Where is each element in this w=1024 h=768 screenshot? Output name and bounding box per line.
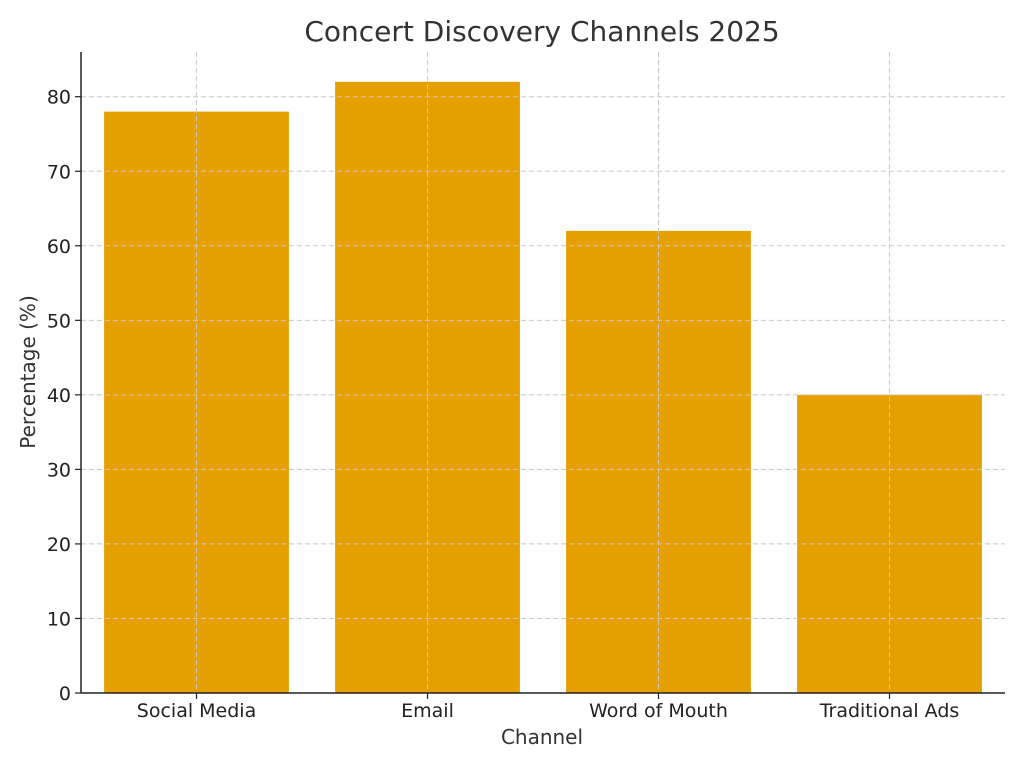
- bars: [104, 81, 982, 693]
- chart-title: Concert Discovery Channels 2025: [304, 15, 779, 48]
- x-tick-label: Email: [401, 700, 454, 722]
- y-axis-ticks: 0 10 20 30 40 50 60 70 80: [47, 87, 81, 705]
- x-axis-label: Channel: [501, 725, 583, 749]
- y-tick-label: 80: [47, 87, 71, 109]
- x-tick-label: Word of Mouth: [589, 700, 728, 722]
- y-tick-label: 70: [47, 161, 71, 183]
- y-tick-label: 10: [47, 608, 71, 630]
- x-axis-ticks: Social Media Email Word of Mouth Traditiona…: [137, 693, 960, 722]
- x-tick-label: Social Media: [137, 700, 256, 722]
- y-tick-label: 60: [47, 236, 71, 258]
- y-tick-label: 50: [47, 310, 71, 332]
- grid: [81, 52, 1005, 693]
- y-tick-label: 0: [59, 683, 71, 705]
- x-tick-label: Traditional Ads: [819, 700, 960, 722]
- axes: [80, 52, 1005, 694]
- y-tick-label: 30: [47, 459, 71, 481]
- y-tick-label: 40: [47, 385, 71, 407]
- y-axis-label: Percentage (%): [16, 295, 40, 448]
- y-tick-label: 20: [47, 534, 71, 556]
